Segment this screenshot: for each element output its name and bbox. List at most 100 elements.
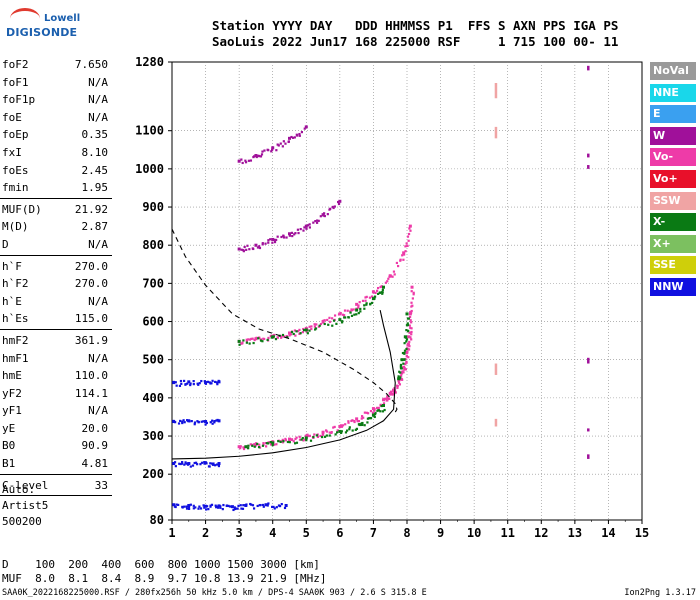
trace-point [172, 462, 176, 466]
trace-point [384, 281, 387, 284]
trace-point [401, 351, 405, 355]
trace-point [377, 292, 380, 296]
trace-point [318, 324, 321, 327]
param-name: C-level [2, 478, 49, 492]
param-name: foF1p [2, 93, 36, 107]
trace-point [355, 427, 359, 430]
trace-point [263, 337, 266, 341]
trace-point [286, 336, 289, 339]
trace-point [360, 415, 364, 418]
trace-point [331, 317, 334, 320]
trace-point [271, 335, 275, 339]
trace-point [382, 398, 385, 402]
trace-point [309, 439, 313, 442]
trace-point [407, 317, 410, 320]
param-name: foE [2, 110, 22, 124]
trace-point [233, 506, 236, 509]
trace-point [301, 436, 304, 440]
trace-point [393, 273, 396, 276]
y-tick-label: 800 [142, 238, 164, 252]
trace-point [369, 410, 373, 413]
trace-point [282, 140, 285, 143]
logo-product: DIGISONDE [6, 26, 78, 39]
trace-point [328, 316, 331, 319]
trace-point [344, 423, 347, 426]
trace-point [319, 215, 322, 218]
param-value: 7.650 [74, 58, 108, 71]
trace-point [307, 434, 310, 438]
trace-point [183, 463, 186, 466]
trace-point [315, 434, 319, 437]
trace-point [242, 504, 245, 507]
trace-point [332, 319, 336, 322]
trace-point [288, 136, 291, 140]
trace-point [293, 233, 296, 236]
trace-point [242, 250, 245, 253]
trace-point [247, 159, 251, 162]
trace-point [189, 465, 192, 468]
trace-point [295, 441, 299, 444]
trace-point [348, 428, 351, 431]
separator [0, 197, 112, 199]
trace-point [410, 321, 413, 324]
trace-point [266, 148, 269, 151]
y-tick-label: 1280 [135, 55, 164, 69]
trace-point [213, 464, 217, 467]
trace-point [323, 319, 326, 322]
param-value: 20.0 [81, 421, 109, 435]
trace-point [399, 376, 402, 379]
trace-point [300, 438, 303, 441]
trace-point [242, 446, 245, 449]
param-row: hmE 110.0 [0, 367, 112, 385]
trace-point [206, 380, 210, 383]
trace-point [409, 336, 412, 339]
trace-point [292, 440, 295, 443]
trace-point [246, 244, 249, 247]
param-name: fxI [2, 145, 22, 159]
trace-point [410, 330, 413, 334]
trace-point [303, 127, 306, 130]
trace-point [264, 503, 268, 507]
trace-point [341, 320, 344, 323]
trace-point [253, 443, 256, 446]
trace-point [381, 410, 385, 413]
trace-point [399, 258, 402, 261]
separator [0, 473, 112, 475]
trace-point [293, 136, 296, 139]
trace-point [183, 505, 186, 508]
legend-entry-noval: NoVal [650, 62, 696, 80]
legend-entry-w: W [650, 126, 696, 145]
y-tick-label: 900 [142, 200, 164, 214]
param-row: foF1 N/A [0, 74, 112, 92]
trace-point [193, 423, 196, 426]
trace-point [227, 504, 230, 508]
trace-point [189, 383, 192, 387]
trace-point [279, 440, 282, 444]
trace-point [403, 253, 406, 256]
param-name: fmin [2, 181, 29, 195]
trace-point [259, 338, 262, 341]
trace-point [261, 243, 264, 246]
trace-point [291, 234, 294, 238]
param-value: N/A [88, 294, 108, 308]
trace-point [237, 159, 241, 163]
trace-point [361, 299, 365, 302]
trace-point [301, 331, 304, 334]
param-value: 8.10 [81, 145, 109, 159]
x-tick-label: 4 [269, 526, 276, 540]
trace-point [281, 438, 284, 441]
trace-point [368, 296, 372, 299]
trace-point [290, 135, 293, 139]
trace-point [197, 507, 200, 510]
trace-point [257, 337, 260, 340]
trace-point [217, 464, 221, 468]
param-value: 270.0 [74, 277, 108, 291]
trace-point [200, 461, 204, 464]
trace-point [329, 207, 332, 210]
trace-point [355, 302, 359, 306]
trace-point [377, 407, 380, 410]
trace-point [405, 350, 409, 354]
trace-point [404, 245, 407, 248]
trace-point [313, 323, 316, 326]
trace-point [210, 462, 214, 465]
